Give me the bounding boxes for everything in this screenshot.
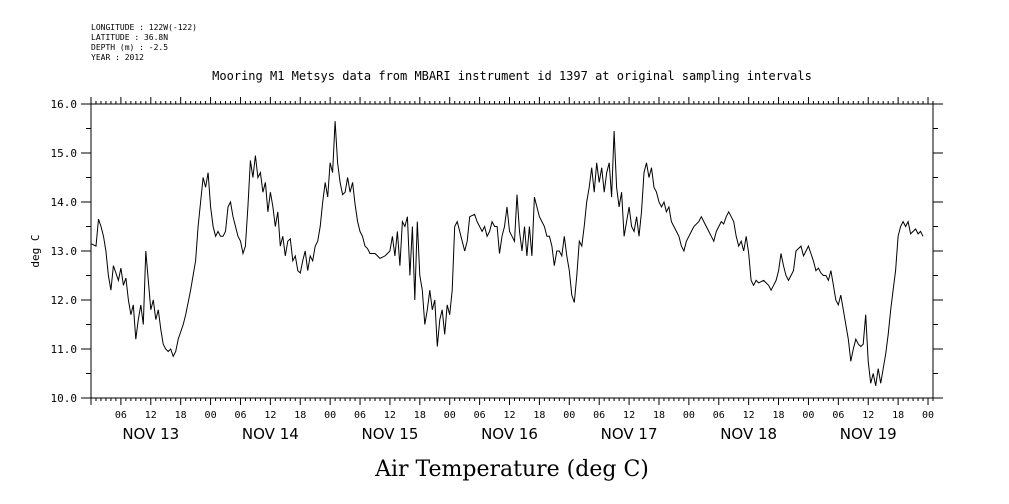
x-day-label: NOV 13	[122, 425, 179, 443]
meta-longitude: LONGITUDE : 122W(-122)	[91, 23, 197, 32]
x-hour-label: 06	[234, 410, 246, 421]
y-tick-label: 10.0	[51, 392, 78, 405]
x-hour-label: 18	[892, 410, 904, 421]
x-hour-label: 06	[354, 410, 366, 421]
meta-year: YEAR : 2012	[91, 53, 144, 62]
x-day-label: NOV 19	[840, 425, 897, 443]
x-hour-label: 18	[175, 410, 187, 421]
x-hour-label: 12	[743, 410, 755, 421]
y-axis-label: deg C	[29, 234, 42, 267]
y-tick-label: 11.0	[51, 343, 78, 356]
x-hour-label: 18	[414, 410, 426, 421]
x-hour-label: 00	[563, 410, 575, 421]
x-hour-label: 00	[922, 410, 934, 421]
x-day-label: NOV 15	[361, 425, 418, 443]
x-hour-label: 00	[205, 410, 217, 421]
meta-latitude: LATITUDE : 36.8N	[91, 33, 168, 42]
x-axis: 06 12 18 00 06 12 18 00 06 12 18 00 06 12 18 00 06 12 18 00…	[90, 97, 934, 443]
x-hour-label: 12	[264, 410, 276, 421]
series-line-air-temperature	[90, 121, 924, 386]
y-tick-label: 16.0	[51, 98, 78, 111]
x-hour-label: 00	[444, 410, 456, 421]
x-hour-label: 12	[623, 410, 635, 421]
y-tick-label: 13.0	[51, 245, 78, 258]
x-hour-label: 18	[773, 410, 785, 421]
x-day-label: NOV 17	[601, 425, 658, 443]
x-hour-label: 18	[294, 410, 306, 421]
meta-depth: DEPTH (m) : -2.5	[91, 43, 168, 52]
x-hour-label: 00	[324, 410, 336, 421]
x-hour-label: 18	[653, 410, 665, 421]
x-axis-title: Air Temperature (deg C)	[374, 457, 649, 482]
x-hour-label: 06	[832, 410, 844, 421]
x-hour-label: 12	[384, 410, 396, 421]
x-day-label: NOV 18	[720, 425, 777, 443]
x-hour-label: 12	[862, 410, 874, 421]
plot-frame	[90, 103, 934, 399]
x-hour-label: 12	[145, 410, 157, 421]
x-hour-label: 06	[115, 410, 127, 421]
y-tick-label: 12.0	[51, 294, 78, 307]
x-hour-label: 00	[683, 410, 695, 421]
x-hour-label: 06	[713, 410, 725, 421]
x-hour-label: 18	[533, 410, 545, 421]
x-hour-label: 06	[474, 410, 486, 421]
x-day-label: NOV 16	[481, 425, 538, 443]
x-hour-label: 12	[503, 410, 515, 421]
x-hour-label: 06	[593, 410, 605, 421]
y-axis: 10.0 11.0 12.0 13.0 14.0 15.0 16.0	[51, 98, 943, 405]
y-tick-label: 15.0	[51, 147, 78, 160]
x-hour-label: 00	[802, 410, 814, 421]
x-day-label: NOV 14	[242, 425, 299, 443]
y-tick-label: 14.0	[51, 196, 78, 209]
chart-title: Mooring M1 Metsys data from MBARI instru…	[212, 69, 812, 83]
